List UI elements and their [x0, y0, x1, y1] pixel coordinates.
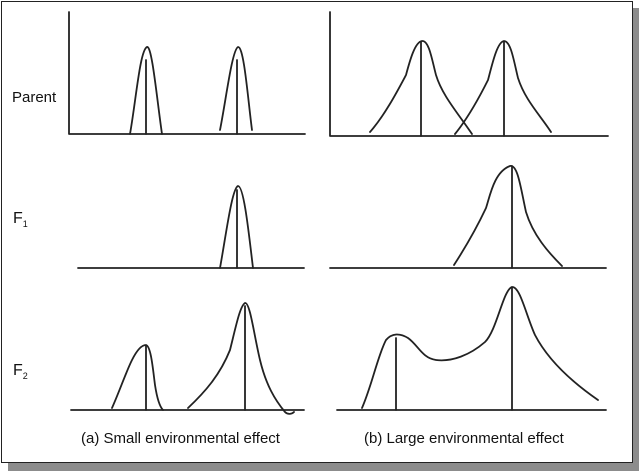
- panel-b-parent-peak-2: [454, 40, 552, 135]
- row-label-f2: F2: [13, 362, 28, 381]
- row-label-f1: F1: [13, 210, 28, 229]
- panel-a-f2-peak-2: [187, 302, 295, 415]
- panel-b-parent-peak-1: [369, 40, 473, 135]
- panel-b-f2: [336, 286, 607, 411]
- caption-right: (b) Large environmental effect: [364, 430, 564, 447]
- panel-a-f2-peak-1: [111, 344, 164, 411]
- panel-b-parent: [329, 11, 609, 137]
- panel-a-parent-peak-1: [129, 46, 163, 135]
- row-label-f1-subscript: 1: [22, 219, 28, 229]
- panel-a-f2: [70, 302, 305, 415]
- caption-left: (a) Small environmental effect: [81, 430, 280, 447]
- row-label-parent: Parent: [12, 89, 56, 106]
- panel-b-f1: [329, 165, 607, 269]
- figure-frame: [1, 1, 633, 463]
- panel-b-parent-axes: [329, 11, 609, 137]
- panel-a-parent-axes: [68, 11, 306, 135]
- panel-b-f2-curve: [361, 286, 599, 409]
- panel-a-f1: [77, 185, 305, 269]
- row-label-f2-letter: F: [13, 362, 23, 379]
- panel-b-f1-peak: [453, 165, 563, 267]
- row-label-parent-text: Parent: [12, 89, 57, 106]
- row-label-f2-subscript: 2: [22, 371, 28, 381]
- panel-a-parent-peak-2: [219, 46, 253, 131]
- panel-a-parent: [68, 11, 306, 135]
- row-label-f1-letter: F: [13, 210, 23, 227]
- panel-a-f1-peak: [219, 185, 254, 269]
